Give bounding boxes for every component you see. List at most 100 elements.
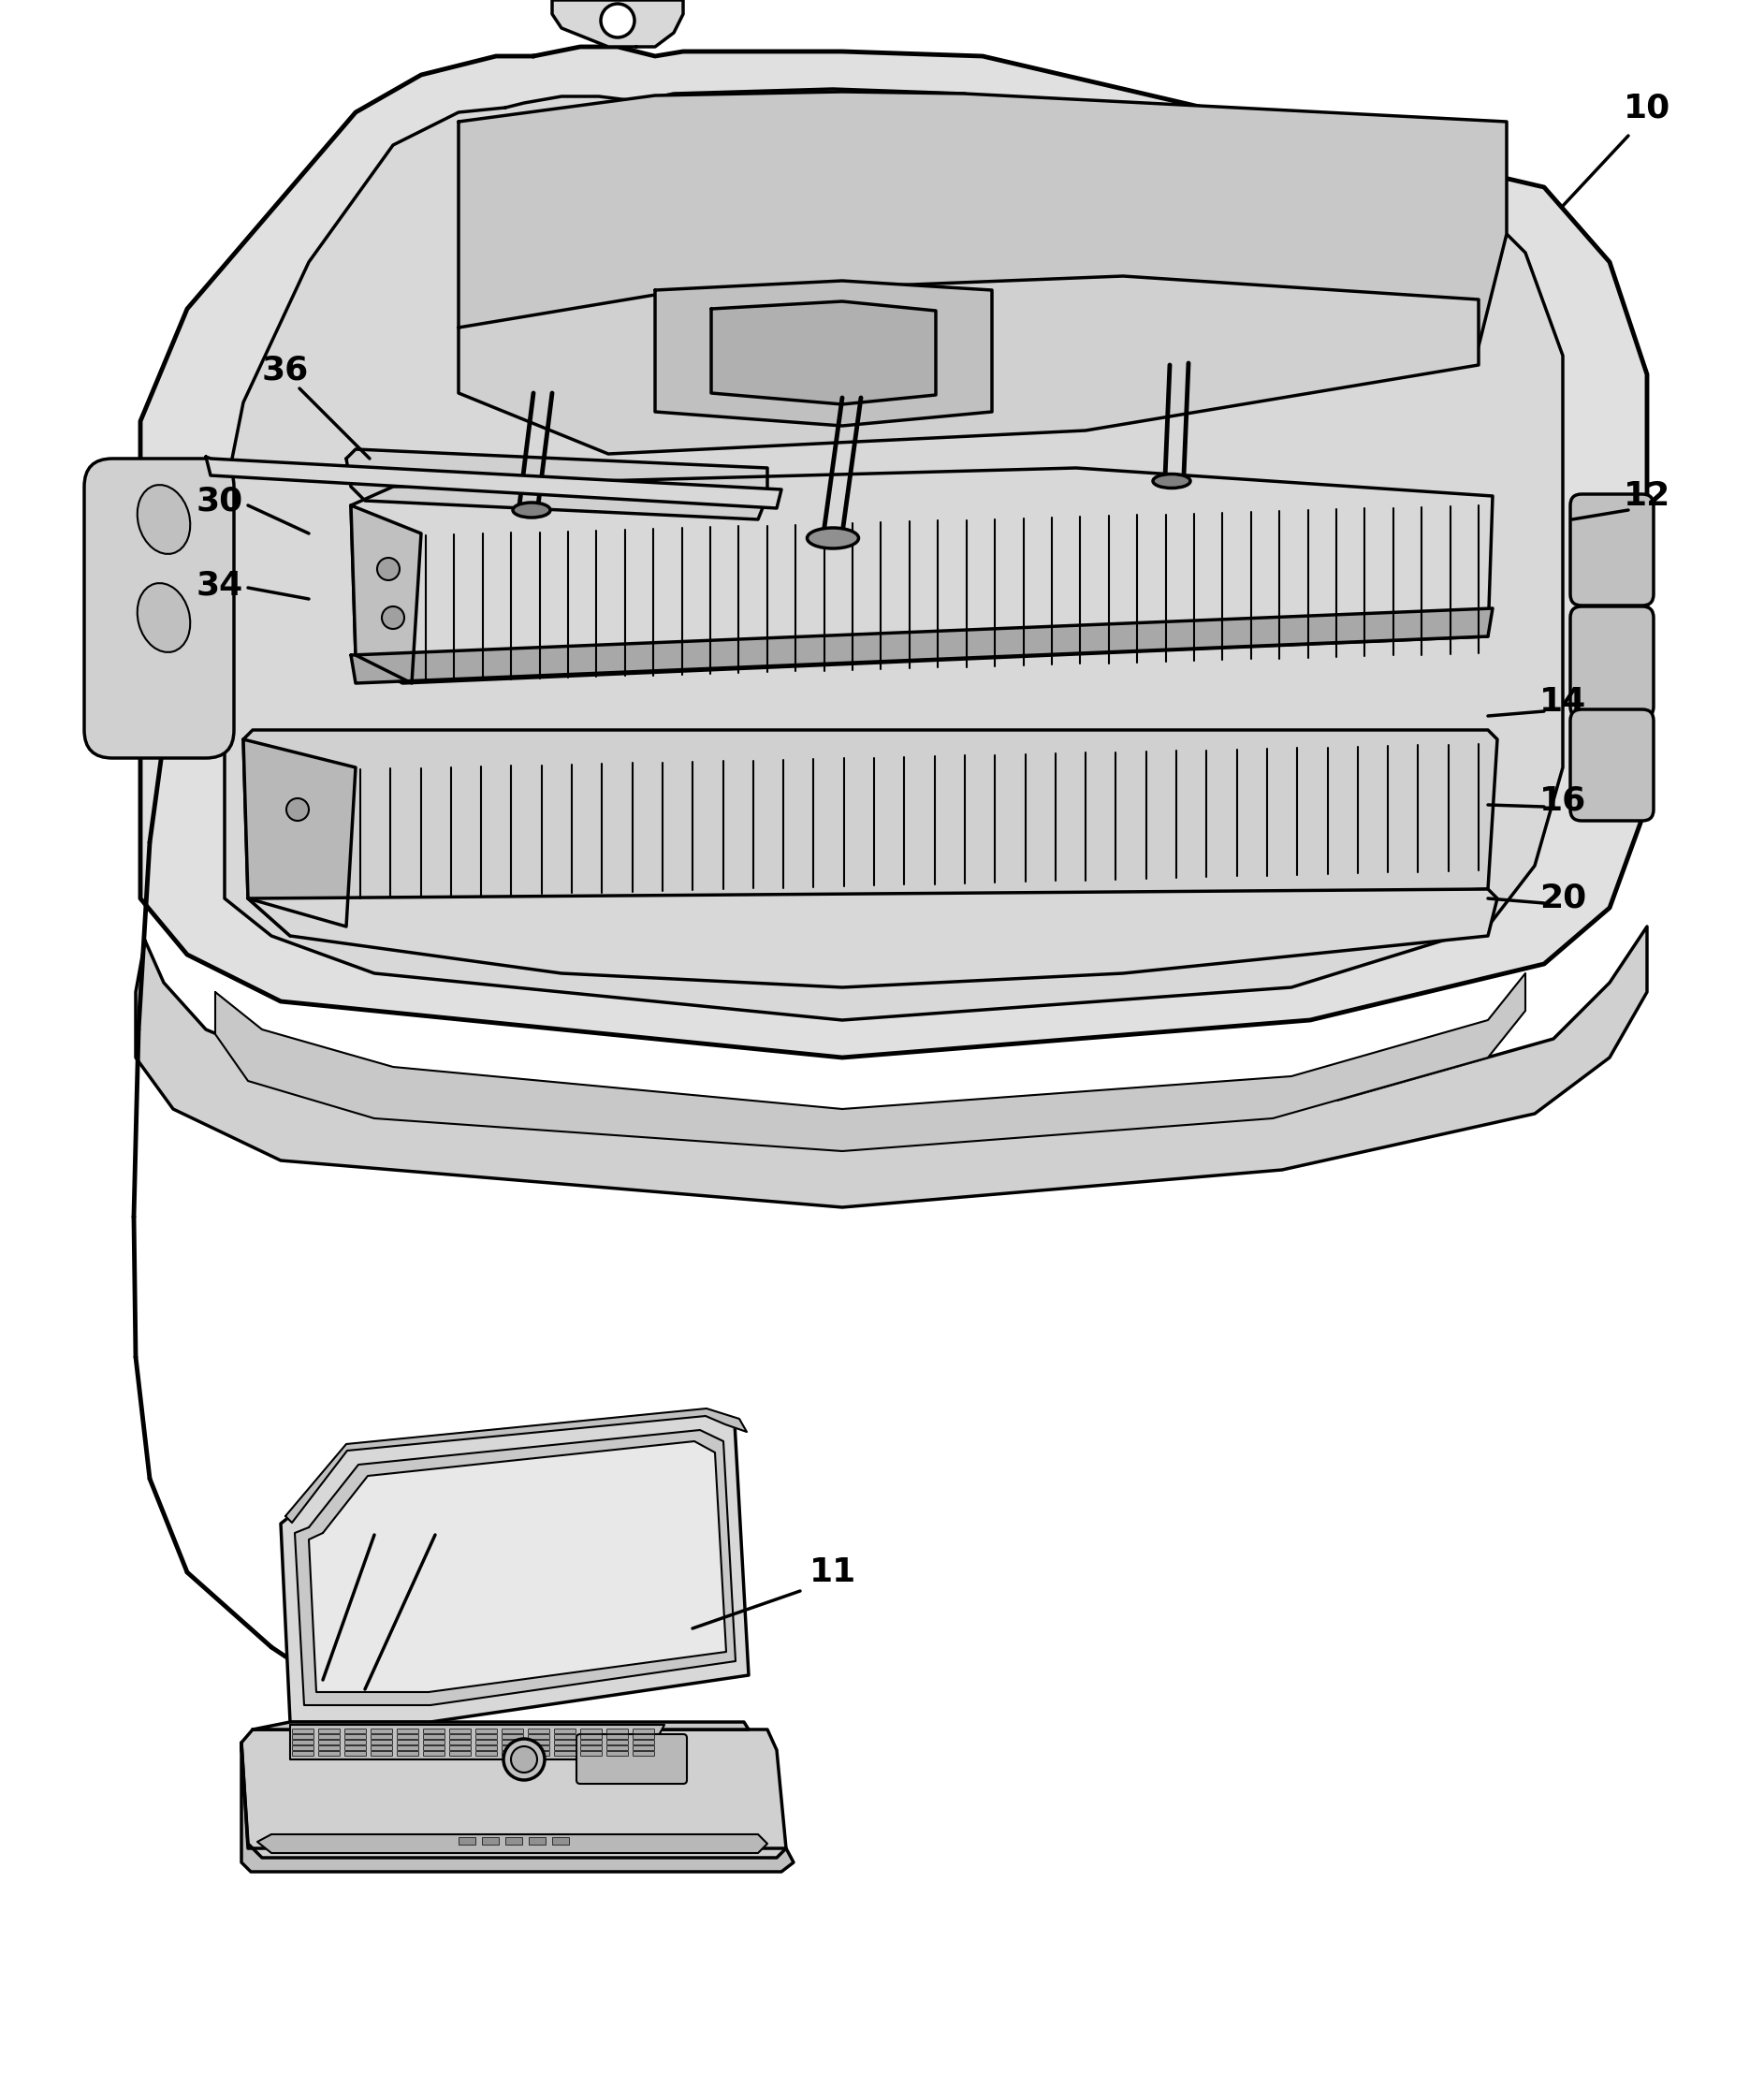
FancyBboxPatch shape <box>293 1734 314 1738</box>
Bar <box>552 1837 570 1845</box>
FancyBboxPatch shape <box>1570 607 1653 718</box>
FancyBboxPatch shape <box>370 1741 393 1745</box>
FancyBboxPatch shape <box>476 1747 497 1751</box>
FancyBboxPatch shape <box>319 1741 340 1745</box>
Ellipse shape <box>808 528 859 549</box>
Polygon shape <box>295 1430 736 1705</box>
FancyBboxPatch shape <box>476 1728 497 1734</box>
FancyBboxPatch shape <box>450 1734 471 1738</box>
FancyBboxPatch shape <box>319 1747 340 1751</box>
FancyBboxPatch shape <box>397 1747 418 1751</box>
Text: 30: 30 <box>196 484 243 518</box>
FancyBboxPatch shape <box>319 1734 340 1738</box>
Bar <box>459 1837 475 1845</box>
FancyBboxPatch shape <box>503 1751 524 1755</box>
FancyBboxPatch shape <box>344 1747 367 1751</box>
FancyBboxPatch shape <box>580 1747 602 1751</box>
FancyBboxPatch shape <box>503 1741 524 1745</box>
FancyBboxPatch shape <box>580 1751 602 1755</box>
FancyBboxPatch shape <box>633 1734 654 1738</box>
Circle shape <box>381 607 404 628</box>
FancyBboxPatch shape <box>450 1741 471 1745</box>
FancyBboxPatch shape <box>633 1751 654 1755</box>
FancyBboxPatch shape <box>554 1747 577 1751</box>
FancyBboxPatch shape <box>607 1741 628 1745</box>
Polygon shape <box>136 927 1648 1206</box>
Bar <box>529 1837 545 1845</box>
FancyBboxPatch shape <box>554 1741 577 1745</box>
FancyBboxPatch shape <box>293 1728 314 1734</box>
FancyBboxPatch shape <box>370 1747 393 1751</box>
FancyBboxPatch shape <box>580 1728 602 1734</box>
FancyBboxPatch shape <box>319 1728 340 1734</box>
FancyBboxPatch shape <box>293 1751 314 1755</box>
Polygon shape <box>258 1834 767 1853</box>
FancyBboxPatch shape <box>397 1728 418 1734</box>
Polygon shape <box>351 607 1492 682</box>
Circle shape <box>286 799 309 820</box>
FancyBboxPatch shape <box>527 1728 550 1734</box>
Circle shape <box>503 1738 545 1780</box>
FancyBboxPatch shape <box>503 1747 524 1751</box>
FancyBboxPatch shape <box>397 1734 418 1738</box>
FancyBboxPatch shape <box>554 1734 577 1738</box>
Ellipse shape <box>1154 474 1191 488</box>
Bar <box>505 1837 522 1845</box>
FancyBboxPatch shape <box>580 1734 602 1738</box>
FancyBboxPatch shape <box>423 1734 445 1738</box>
Polygon shape <box>654 282 991 426</box>
FancyBboxPatch shape <box>527 1747 550 1751</box>
FancyBboxPatch shape <box>344 1728 367 1734</box>
Polygon shape <box>243 739 356 927</box>
Circle shape <box>377 557 400 580</box>
FancyBboxPatch shape <box>344 1734 367 1738</box>
FancyBboxPatch shape <box>1570 710 1653 820</box>
FancyBboxPatch shape <box>344 1751 367 1755</box>
FancyBboxPatch shape <box>85 459 235 758</box>
Polygon shape <box>459 92 1506 426</box>
FancyBboxPatch shape <box>319 1751 340 1755</box>
Circle shape <box>602 4 635 38</box>
Polygon shape <box>224 90 1563 1021</box>
FancyBboxPatch shape <box>450 1747 471 1751</box>
FancyBboxPatch shape <box>607 1728 628 1734</box>
Bar <box>482 1837 499 1845</box>
Polygon shape <box>309 1442 727 1693</box>
Polygon shape <box>351 505 422 682</box>
Polygon shape <box>249 889 1498 987</box>
FancyBboxPatch shape <box>633 1741 654 1745</box>
Polygon shape <box>242 1730 787 1857</box>
Polygon shape <box>141 46 1648 1058</box>
Polygon shape <box>206 457 781 507</box>
FancyBboxPatch shape <box>293 1741 314 1745</box>
Ellipse shape <box>513 503 550 518</box>
Polygon shape <box>351 467 1492 682</box>
Ellipse shape <box>138 484 191 553</box>
Polygon shape <box>711 301 937 405</box>
Polygon shape <box>459 275 1478 453</box>
FancyBboxPatch shape <box>476 1751 497 1755</box>
FancyBboxPatch shape <box>370 1728 393 1734</box>
Polygon shape <box>346 449 767 520</box>
FancyBboxPatch shape <box>450 1728 471 1734</box>
FancyBboxPatch shape <box>370 1734 393 1738</box>
Text: 20: 20 <box>1540 883 1586 914</box>
FancyBboxPatch shape <box>527 1751 550 1755</box>
FancyBboxPatch shape <box>580 1741 602 1745</box>
FancyBboxPatch shape <box>370 1751 393 1755</box>
FancyBboxPatch shape <box>633 1728 654 1734</box>
FancyBboxPatch shape <box>554 1728 577 1734</box>
Text: 34: 34 <box>196 570 243 601</box>
Polygon shape <box>280 1411 748 1722</box>
FancyBboxPatch shape <box>527 1734 550 1738</box>
FancyBboxPatch shape <box>397 1751 418 1755</box>
FancyBboxPatch shape <box>423 1728 445 1734</box>
FancyBboxPatch shape <box>344 1741 367 1745</box>
Polygon shape <box>243 730 1498 935</box>
Ellipse shape <box>138 582 191 653</box>
FancyBboxPatch shape <box>607 1751 628 1755</box>
Text: 12: 12 <box>1623 480 1671 511</box>
Text: 16: 16 <box>1540 785 1586 816</box>
FancyBboxPatch shape <box>577 1734 686 1784</box>
FancyBboxPatch shape <box>450 1751 471 1755</box>
